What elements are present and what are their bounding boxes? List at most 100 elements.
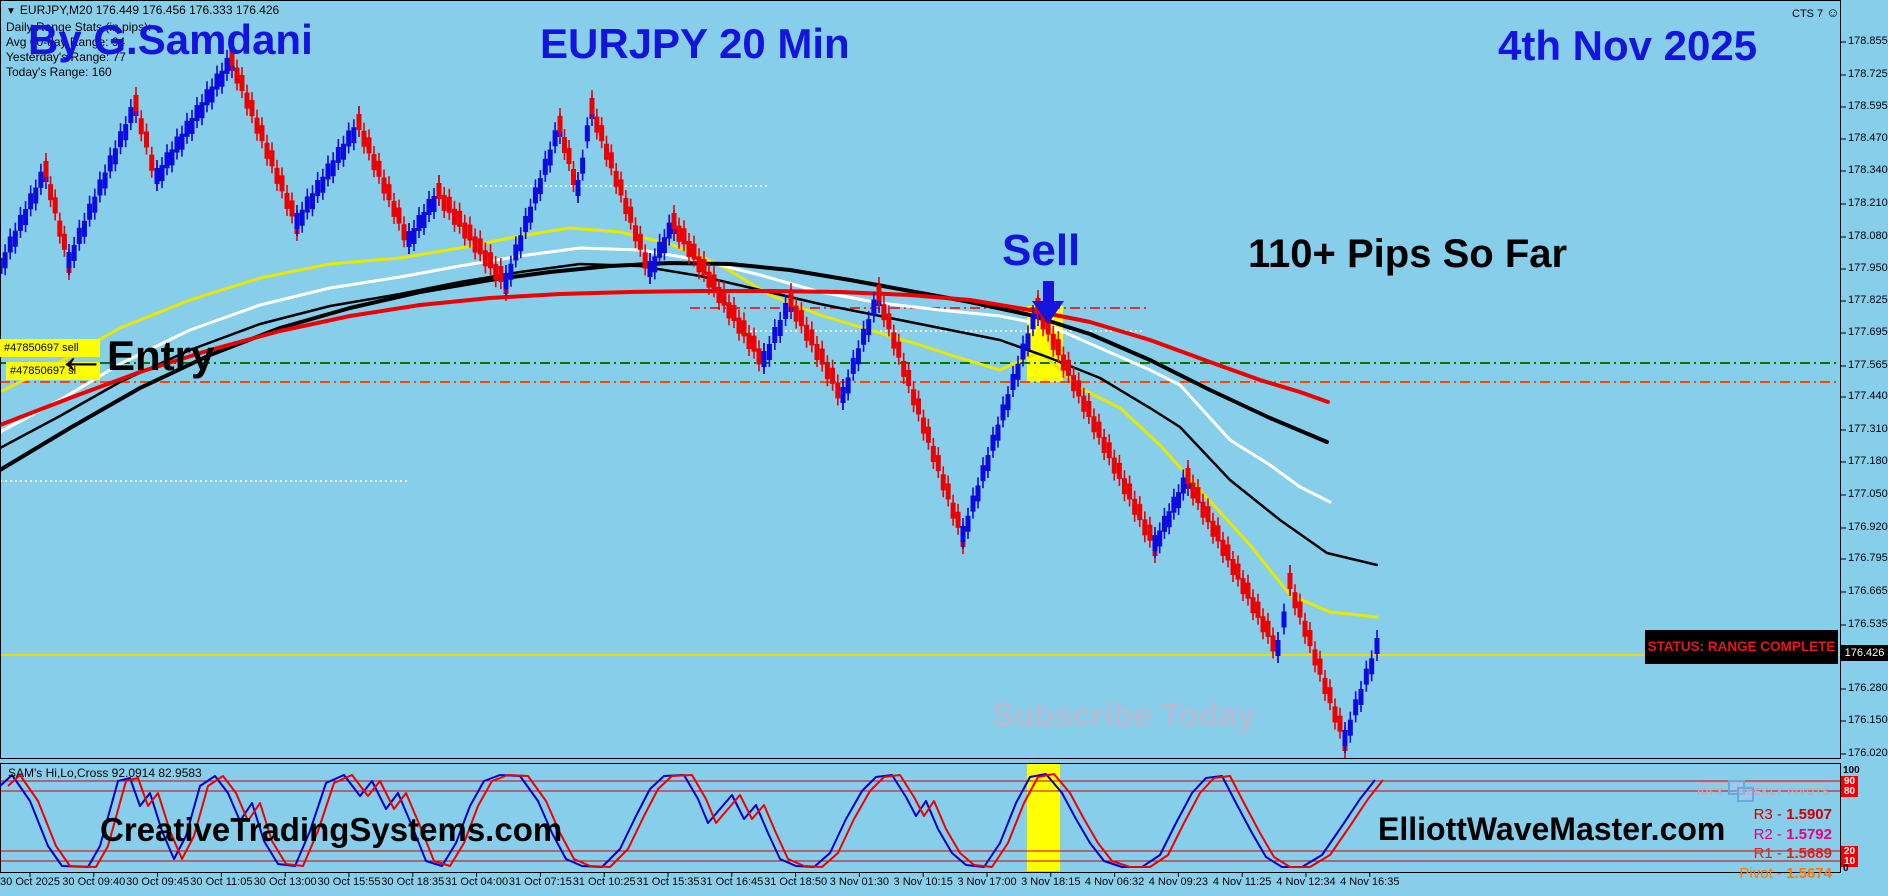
time-axis-label: 31 Oct 10:25 (572, 876, 636, 888)
time-axis-label: 4 Nov 11:25 (1212, 876, 1272, 888)
time-axis-label: 4 Nov 16:35 (1340, 876, 1400, 888)
time-axis-label: 4 Nov 06:32 (1084, 876, 1145, 888)
entry-label: Entry (107, 332, 215, 379)
indicator-title: SAM's Hi,Lo,Cross 92.0914 82.9583 (8, 766, 202, 780)
chart-border (0, 0, 1841, 759)
date-label: 4th Nov 2025 (1498, 22, 1758, 69)
time-axis-label: 3 Nov 10:15 (893, 876, 953, 888)
symbol-ohlc-text: EURJPY,M20 176.449 176.456 176.333 176.4… (19, 3, 280, 17)
time-axis-label: 30 Oct 18:35 (381, 876, 445, 888)
pivot-label: R2 - (1753, 825, 1787, 843)
pivot-row: Pivot - 1.5674 (1739, 864, 1832, 884)
indicator-scale-label: 0 (1843, 863, 1849, 874)
price-axis-label: 176.280 (1848, 682, 1888, 694)
range-stats-line: Today's Range: 160 (6, 65, 112, 79)
time-axis-label: 4 Nov 12:34 (1276, 876, 1336, 888)
time-axis-label: 3 Nov 01:30 (829, 876, 890, 888)
smiley-icon: ☺ (1826, 5, 1840, 20)
range-stats-line: Yesterday's Range: 77 (6, 50, 126, 64)
price-axis-label: 177.565 (1848, 359, 1888, 371)
indicator-scale: 100 90 80 20 10 0 (1841, 0, 1888, 896)
price-axis-label: 176.920 (1848, 521, 1888, 533)
price-axis-label: 178.210 (1848, 197, 1888, 209)
pips-annotation: 110+ Pips So Far (1248, 232, 1568, 276)
pivot-value: 1.5674 (1786, 864, 1832, 882)
indicator-scale-label: 100 (1843, 765, 1860, 776)
time-axis-label: 30 Oct 15:55 (317, 876, 381, 888)
ma-yellow-fast (0, 226, 1379, 619)
candles (0, 42, 1380, 758)
cts-label: CTS 7 (1792, 8, 1824, 20)
ma-white (0, 246, 1332, 504)
order-sell-label: #47850697 sell (0, 339, 100, 357)
pivot-row: R2 - 1.5792 (1739, 825, 1832, 845)
range-stats-line: Avg 60-day Range: 94 (6, 35, 126, 49)
price-axis-label: 177.180 (1848, 455, 1888, 467)
current-price-badge: 176.426 (1841, 645, 1888, 661)
time-axis-label: 4 Nov 09:23 (1148, 876, 1209, 888)
price-axis-label: 177.440 (1848, 390, 1888, 402)
range-stats-line: Daily Range Stats (in pips): (6, 20, 152, 34)
price-axis-label: 178.340 (1848, 164, 1888, 176)
pivots-header: IDFX - WEEKLY PIVOTS (1697, 787, 1830, 798)
time-axis-label: 30 Oct 2025 (0, 876, 60, 888)
indicator-scale-label: 10 (1841, 856, 1859, 867)
elliott-wave-watermark: ElliottWaveMaster.com (1378, 811, 1726, 847)
time-axis-label: 30 Oct 11:05 (190, 876, 253, 888)
price-axis-label: 178.595 (1848, 100, 1888, 112)
time-axis-label: 31 Oct 15:35 (636, 876, 700, 888)
sell-annotation: Sell (1002, 226, 1081, 275)
time-axis-label: 30 Oct 09:40 (62, 876, 126, 888)
time-axis-label: 30 Oct 09:45 (126, 876, 190, 888)
time-axis-label: 31 Oct 04:00 (445, 876, 509, 888)
idfx-logo-icon (1728, 780, 1754, 802)
pivot-label: Pivot - (1739, 864, 1787, 882)
quote-line: ▼ EURJPY,M20 176.449 176.456 176.333 176.… (6, 3, 279, 17)
subscribe-watermark: Subscribe Today (992, 696, 1256, 733)
price-axis-label: 178.725 (1848, 68, 1888, 80)
chevron-down-icon[interactable]: ▼ (6, 6, 16, 17)
pivot-label: R1 - (1753, 845, 1787, 862)
time-axis-label: 30 Oct 13:00 (253, 876, 317, 888)
pivot-row: R3 - 1.5907 (1739, 805, 1832, 825)
price-axis[interactable]: 178.855 178.725 178.595 178.470 178.340 178.2… (1841, 0, 1888, 872)
range-stats: Daily Range Stats (in pips): Avg 60-day R… (6, 20, 151, 80)
pivot-label: R3 - (1753, 806, 1787, 823)
price-axis-label: 177.050 (1848, 488, 1888, 500)
entry-annotation: ←Entry (55, 326, 214, 386)
creative-trading-watermark: CreativeTradingSystems.com (100, 811, 563, 848)
price-axis-label: 176.020 (1848, 747, 1888, 759)
author-label: By G.Samdani (28, 16, 313, 63)
price-axis-label: 178.080 (1848, 230, 1888, 242)
left-arrow-icon: ← (55, 327, 107, 385)
sell-arrow-icon (1032, 281, 1064, 324)
page-title: EURJPY 20 Min (540, 20, 850, 67)
time-axis-label: 31 Oct 18:50 (764, 876, 828, 888)
time-axis-label: 31 Oct 07:15 (508, 876, 572, 888)
time-axis-label: 3 Nov 18:15 (1021, 876, 1081, 888)
order-sl-label: #47850697 sl (6, 362, 100, 380)
price-axis-label: 177.825 (1848, 294, 1888, 306)
price-axis-label: 176.150 (1848, 714, 1888, 726)
price-axis-label: 177.310 (1848, 423, 1888, 435)
pivot-levels: R3 - 1.5907 R2 - 1.5792 R1 - 1.5689 Pivot -… (1739, 805, 1832, 883)
time-axis-label: 3 Nov 17:00 (957, 876, 1017, 888)
time-axis-label: 31 Oct 16:45 (700, 876, 764, 888)
indicator-border (0, 763, 1841, 873)
pivot-value: 1.5907 (1786, 806, 1832, 823)
price-axis-label: 176.795 (1848, 552, 1888, 564)
indicator-scale-label: 20 (1841, 846, 1859, 857)
price-axis-label: 177.695 (1848, 326, 1888, 338)
ma-red-slowest (0, 289, 1330, 427)
pivot-value: 1.5792 (1786, 825, 1832, 843)
pivots-divider (1700, 782, 1830, 783)
cts-indicator-label: CTS 7 ☺ (1792, 5, 1840, 20)
pivot-row: R1 - 1.5689 (1739, 844, 1832, 864)
indicator-highlight-band (1027, 764, 1060, 871)
price-axis-label: 176.535 (1848, 618, 1888, 630)
price-axis-label: 177.950 (1848, 262, 1888, 274)
indicator-scale-label: 80 (1841, 786, 1859, 797)
